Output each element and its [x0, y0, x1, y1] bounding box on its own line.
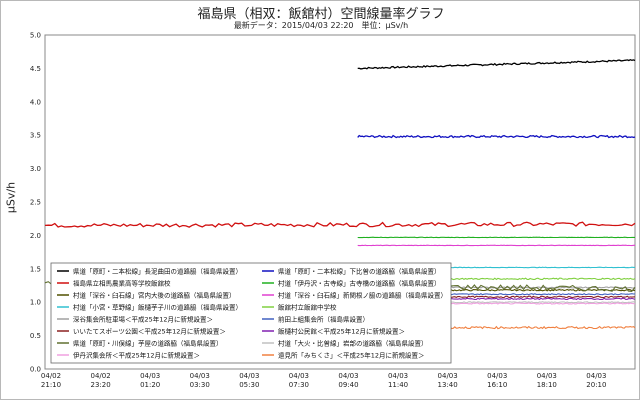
legend-entry: 村道「伊丹沢・古寺線」古寺橋の道路脇（福島県設置）: [278, 279, 441, 288]
x-tick-date: 04/03: [487, 372, 507, 380]
x-tick-date: 04/03: [586, 372, 606, 380]
y-tick-label: 4.0: [30, 98, 41, 106]
legend: 県道「原町・二本松線」長泥曲田の道路脇（福島県設置） 県道「原町・二本松線」下比曽…: [51, 263, 451, 363]
x-tick-date: 04/03: [338, 372, 358, 380]
x-tick-time: 03:30: [190, 381, 210, 389]
x-tick-date: 04/03: [537, 372, 557, 380]
y-tick-label: 4.5: [30, 65, 41, 73]
y-tick-label: 3.0: [30, 165, 41, 173]
legend-entry: 県道「原町・川俣線」芋屋の道路脇（福島県設置）: [73, 339, 223, 348]
x-tick-time: 18:10: [537, 381, 557, 389]
x-tick-time: 09:40: [338, 381, 358, 389]
y-tick-label: 2.0: [30, 232, 41, 240]
legend-entry: 遠見所「みちくさ」＜平成25年12月に新規設置＞: [278, 351, 425, 360]
x-tick-date: 04/02: [90, 372, 110, 380]
x-tick-time: 23:20: [90, 381, 110, 389]
legend-entry: 深谷集会所駐車場＜平成25年12月に新規設置＞: [73, 315, 213, 324]
legend-entry: 飯樋村公民館＜平成25年12月に新規設置＞: [278, 327, 405, 336]
y-tick-label: 1.0: [30, 299, 41, 307]
legend-entry: 飯舘村立飯舘中学校: [278, 303, 337, 312]
legend-box: [51, 263, 451, 363]
legend-entry: 県道「原町・二本松線」下比曽の道路脇（福島県設置）: [278, 267, 441, 276]
x-tick-time: 21:10: [41, 381, 61, 389]
x-tick-time: 13:40: [438, 381, 458, 389]
y-tick-label: 0.5: [30, 332, 41, 340]
x-tick-time: 11:40: [388, 381, 408, 389]
y-tick-label: 0.0: [30, 366, 41, 374]
x-tick-time: 01:20: [140, 381, 160, 389]
legend-entry: 県道「原町・二本松線」長泥曲田の道路脇（福島県設置）: [73, 267, 242, 276]
legend-entry: 村道「大火・比曽線」岩部の道路脇（福島県設置）: [278, 339, 428, 348]
x-tick-date: 04/03: [239, 372, 259, 380]
x-tick-time: 05:30: [239, 381, 259, 389]
x-tick-date: 04/02: [41, 372, 61, 380]
legend-entry: 前田上組集会所（福島県設置）: [278, 315, 369, 324]
legend-entry: 福島県立相馬農業高等学校飯舘校: [73, 279, 171, 288]
y-tick-label: 2.5: [30, 199, 41, 207]
x-tick-time: 07:30: [289, 381, 309, 389]
legend-entry: いいたてスポーツ公園＜平成25年12月に新規設置＞: [73, 327, 226, 336]
x-tick-date: 04/03: [438, 372, 458, 380]
legend-entry: 伊丹沢集会所＜平成25年12月に新規設置＞: [73, 351, 200, 360]
x-tick-date: 04/03: [289, 372, 309, 380]
x-tick-date: 04/03: [190, 372, 210, 380]
legend-entry: 村道「深谷・臼石線」宮内大後の道路脇（福島県設置）: [73, 291, 236, 300]
legend-entry: 村道「小宮・草野線」飯樋芋子川の道路脇（福島県設置）: [73, 303, 242, 312]
y-tick-label: 5.0: [30, 32, 41, 40]
x-tick-time: 16:10: [487, 381, 507, 389]
y-tick-label: 3.5: [30, 132, 41, 140]
x-tick-date: 04/03: [140, 372, 160, 380]
x-tick-time: 20:10: [586, 381, 606, 389]
x-tick-date: 04/03: [388, 372, 408, 380]
y-tick-label: 1.5: [30, 265, 41, 273]
legend-entry: 村道「深谷・臼石線」新関根ノ脇の道路脇（福島県設置）: [278, 291, 447, 300]
